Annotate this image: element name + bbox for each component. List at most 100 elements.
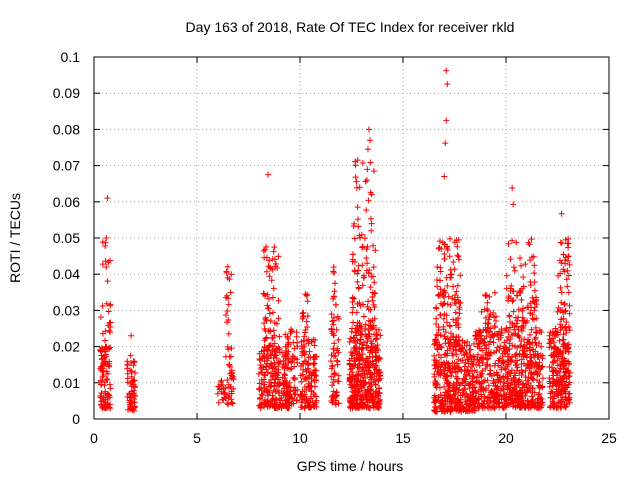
data-point bbox=[546, 378, 553, 385]
data-point bbox=[101, 382, 108, 389]
data-point bbox=[431, 394, 438, 401]
data-point bbox=[364, 146, 371, 153]
data-point bbox=[363, 404, 370, 411]
data-point bbox=[377, 375, 384, 382]
data-point bbox=[482, 387, 489, 394]
data-point bbox=[468, 354, 475, 361]
data-point bbox=[453, 351, 460, 358]
data-point bbox=[349, 251, 356, 258]
data-point bbox=[517, 343, 524, 350]
data-point bbox=[441, 173, 448, 180]
data-point bbox=[451, 359, 458, 366]
data-point bbox=[558, 398, 565, 405]
data-point bbox=[102, 258, 109, 265]
data-point bbox=[548, 352, 555, 359]
data-point bbox=[267, 376, 274, 383]
data-point bbox=[469, 398, 476, 405]
data-point bbox=[375, 392, 382, 399]
data-point bbox=[511, 267, 518, 274]
data-point bbox=[350, 304, 357, 311]
data-point bbox=[469, 367, 476, 374]
data-point bbox=[353, 344, 360, 351]
data-point bbox=[103, 235, 110, 241]
data-point bbox=[352, 391, 359, 398]
data-point bbox=[534, 352, 541, 359]
data-point bbox=[270, 285, 277, 292]
data-point bbox=[269, 294, 276, 301]
data-point bbox=[351, 295, 358, 302]
data-point bbox=[434, 408, 441, 415]
data-point bbox=[256, 380, 263, 387]
data-point bbox=[97, 392, 104, 399]
data-point bbox=[261, 320, 268, 327]
data-point bbox=[128, 400, 135, 407]
data-point bbox=[367, 284, 374, 291]
data-point bbox=[128, 368, 135, 375]
data-point bbox=[367, 189, 374, 196]
data-point bbox=[366, 333, 373, 340]
data-point bbox=[312, 336, 319, 343]
data-point bbox=[104, 391, 111, 398]
data-point bbox=[499, 403, 506, 410]
data-point bbox=[453, 386, 460, 393]
data-point bbox=[106, 381, 113, 388]
data-point bbox=[514, 332, 521, 339]
data-point bbox=[493, 386, 500, 393]
data-point bbox=[510, 288, 517, 295]
data-point bbox=[349, 388, 356, 395]
data-point bbox=[368, 386, 375, 393]
y-tick-label: 0 bbox=[72, 411, 80, 427]
data-point bbox=[128, 383, 135, 390]
data-point bbox=[298, 378, 305, 385]
data-point bbox=[351, 235, 358, 242]
x-tick-label: 5 bbox=[193, 430, 201, 446]
data-point bbox=[435, 291, 442, 298]
data-point bbox=[518, 360, 525, 367]
data-point bbox=[351, 392, 358, 399]
data-point bbox=[127, 403, 134, 410]
data-point bbox=[358, 400, 365, 407]
data-point bbox=[257, 362, 264, 369]
data-point bbox=[228, 399, 235, 406]
data-point bbox=[301, 384, 308, 391]
data-point bbox=[558, 299, 565, 306]
data-point bbox=[333, 357, 340, 364]
data-point bbox=[434, 381, 441, 388]
data-point bbox=[358, 323, 365, 330]
data-point bbox=[472, 328, 479, 335]
data-point bbox=[223, 294, 230, 301]
data-point bbox=[561, 388, 568, 395]
data-point bbox=[504, 385, 511, 392]
data-point bbox=[507, 318, 514, 325]
data-point bbox=[107, 385, 114, 392]
data-point bbox=[446, 235, 453, 242]
data-point bbox=[292, 391, 299, 398]
data-point bbox=[335, 336, 342, 343]
data-point bbox=[288, 327, 295, 334]
data-point bbox=[376, 385, 383, 392]
data-point bbox=[505, 353, 512, 360]
data-point bbox=[372, 290, 379, 297]
data-point bbox=[528, 399, 535, 406]
data-point bbox=[275, 315, 282, 322]
data-point bbox=[297, 391, 304, 398]
data-point bbox=[481, 404, 488, 411]
data-point bbox=[131, 399, 138, 406]
data-point bbox=[455, 253, 462, 260]
data-point bbox=[359, 351, 366, 358]
data-point bbox=[291, 345, 298, 352]
data-point bbox=[262, 314, 269, 321]
data-point bbox=[554, 308, 561, 315]
data-point bbox=[102, 388, 109, 395]
data-point bbox=[452, 398, 459, 405]
data-point bbox=[367, 159, 374, 166]
x-tick-label: 0 bbox=[90, 430, 98, 446]
data-point bbox=[528, 369, 535, 376]
data-point bbox=[520, 322, 527, 329]
data-point bbox=[443, 67, 450, 74]
data-point bbox=[263, 388, 270, 395]
data-point bbox=[354, 270, 361, 277]
data-point bbox=[452, 390, 459, 397]
data-point bbox=[561, 372, 568, 379]
data-point bbox=[276, 379, 283, 386]
